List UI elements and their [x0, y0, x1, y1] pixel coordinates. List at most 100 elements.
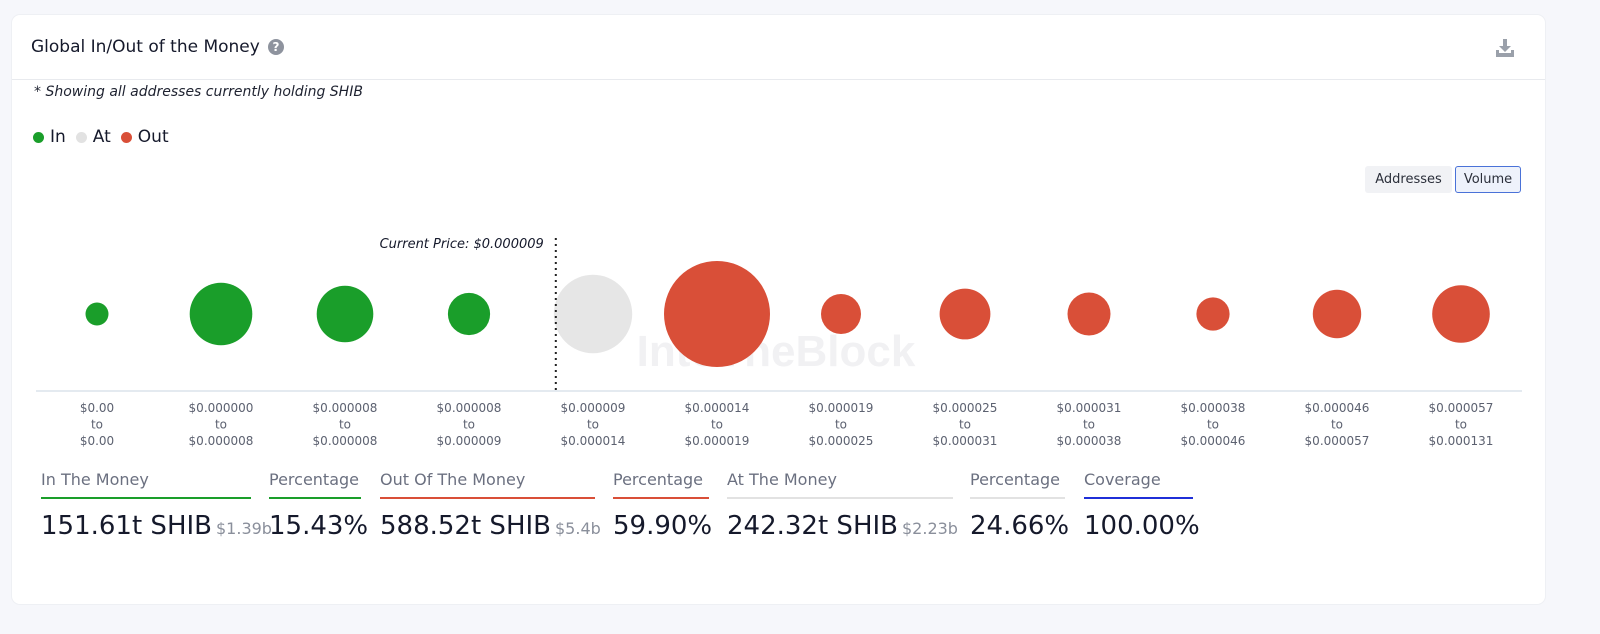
x-tick-label: to [959, 418, 971, 432]
legend-label-in: In [50, 127, 66, 147]
legend-label-out: Out [137, 127, 169, 147]
x-tick-label: $0.000000 [189, 401, 254, 415]
x-tick-label: to [1207, 418, 1219, 432]
x-tick-label: $0.000008 [437, 401, 502, 415]
bubble-in[interactable] [189, 282, 253, 346]
x-tick-label: to [463, 418, 475, 432]
stat-at-the-money: At The Money 242.32t SHIB $2.23b [727, 470, 958, 541]
bubble-out[interactable] [664, 261, 770, 367]
money-panel: Global In/Out of the Money ? [12, 15, 1545, 604]
x-tick-label: $0.000019 [685, 434, 750, 448]
x-tick-label: to [215, 418, 227, 432]
stat-value: 100.00% [1084, 511, 1200, 541]
x-tick-label: $0.000046 [1181, 434, 1246, 448]
stat-label: Coverage [1084, 470, 1193, 499]
x-tick-label: $0.000008 [313, 434, 378, 448]
x-tick-label: $0.000038 [1057, 434, 1122, 448]
x-tick-label: $0.000014 [561, 434, 626, 448]
stat-usd-value: $1.39b [216, 519, 272, 538]
stat-main-value: 242.32t SHIB [727, 511, 898, 541]
x-tick-label: $0.000025 [809, 434, 874, 448]
x-tick-label: $0.00 [80, 401, 114, 415]
stat-label: Percentage [269, 470, 361, 499]
stat-label: Out Of The Money [380, 470, 595, 499]
stat-percentage: Percentage 59.90% [613, 470, 713, 541]
download-icon[interactable] [1494, 37, 1516, 59]
stat-main-value: 100.00% [1084, 511, 1200, 541]
stat-main-value: 151.61t SHIB [41, 511, 212, 541]
stat-label: At The Money [727, 470, 953, 499]
legend-item-in[interactable]: In [33, 127, 66, 147]
stat-label: Percentage [970, 470, 1065, 499]
bubble-in[interactable] [85, 302, 109, 326]
stat-in-the-money: In The Money 151.61t SHIB $1.39b [41, 470, 272, 541]
x-tick-label: to [1455, 418, 1467, 432]
x-tick-label: $0.000025 [933, 401, 998, 415]
panel-title: Global In/Out of the Money [31, 37, 260, 57]
bubble-out[interactable] [821, 294, 861, 334]
legend-label-at: At [92, 127, 111, 147]
x-tick-label: $0.000031 [933, 434, 998, 448]
bubble-in[interactable] [316, 285, 374, 343]
stat-usd-value: $2.23b [902, 519, 958, 538]
stat-value: 242.32t SHIB $2.23b [727, 511, 958, 541]
bubble-out[interactable] [1067, 292, 1111, 336]
chart-legend: In At Out [33, 127, 179, 147]
x-tick-label: $0.000131 [1429, 434, 1494, 448]
stat-main-value: 59.90% [613, 511, 713, 541]
stat-main-value: 24.66% [970, 511, 1070, 541]
x-tick-label: $0.000038 [1181, 401, 1246, 415]
bubble-at[interactable] [553, 274, 633, 354]
legend-dot-at [75, 131, 87, 143]
stat-out-of-the-money: Out Of The Money 588.52t SHIB $5.4b [380, 470, 601, 541]
bubble-out[interactable] [1312, 289, 1362, 339]
x-tick-label: $0.000019 [809, 401, 874, 415]
x-tick-label: $0.000009 [561, 401, 626, 415]
x-tick-label: $0.000031 [1057, 401, 1122, 415]
question-circle-icon[interactable]: ? [268, 39, 284, 55]
legend-dot-in [33, 131, 44, 143]
bubble-out[interactable] [939, 288, 991, 340]
stat-main-value: 15.43% [269, 511, 369, 541]
addresses-toggle-button[interactable]: Addresses [1365, 166, 1452, 193]
x-tick-label: $0.000008 [313, 401, 378, 415]
x-tick-label: $0.000057 [1429, 401, 1494, 415]
stat-value: 151.61t SHIB $1.39b [41, 511, 272, 541]
legend-item-at[interactable]: At [75, 127, 111, 147]
bubble-in[interactable] [447, 292, 491, 336]
stat-usd-value: $5.4b [555, 519, 601, 538]
x-tick-label: $0.00 [80, 434, 114, 448]
stat-main-value: 588.52t SHIB [380, 511, 551, 541]
x-tick-label: $0.000008 [189, 434, 254, 448]
stats-row: In The Money 151.61t SHIB $1.39b Percentage… [0, 470, 1600, 570]
x-tick-label: $0.000057 [1305, 434, 1370, 448]
stat-coverage: Coverage 100.00% [1084, 470, 1200, 541]
stat-percentage: Percentage 15.43% [269, 470, 368, 541]
stat-label: In The Money [41, 470, 251, 499]
stat-value: 59.90% [613, 511, 713, 541]
holding-note: * Showing all addresses currently holdin… [34, 84, 363, 100]
x-tick-label: $0.000009 [437, 434, 502, 448]
x-tick-label: to [339, 418, 351, 432]
stat-value: 24.66% [970, 511, 1069, 541]
x-tick-label: to [1083, 418, 1095, 432]
legend-dot-out [120, 131, 132, 143]
stat-value: 15.43% [269, 511, 368, 541]
legend-item-out[interactable]: Out [120, 127, 169, 147]
bubble-out[interactable] [1432, 285, 1490, 343]
x-tick-label: $0.000046 [1305, 401, 1370, 415]
stat-value: 588.52t SHIB $5.4b [380, 511, 601, 541]
stat-percentage: Percentage 24.66% [970, 470, 1069, 541]
volume-toggle-button[interactable]: Volume [1455, 166, 1521, 193]
bubble-out[interactable] [1196, 297, 1230, 331]
x-tick-label: to [587, 418, 599, 432]
x-tick-label: to [1331, 418, 1343, 432]
x-tick-label: to [711, 418, 723, 432]
panel-header: Global In/Out of the Money ? [12, 15, 1545, 80]
current-price-label: Current Price: $0.000009 [380, 237, 544, 252]
x-tick-label: $0.000014 [685, 401, 750, 415]
stat-label: Percentage [613, 470, 709, 499]
x-tick-label: to [835, 418, 847, 432]
x-tick-label: to [91, 418, 103, 432]
